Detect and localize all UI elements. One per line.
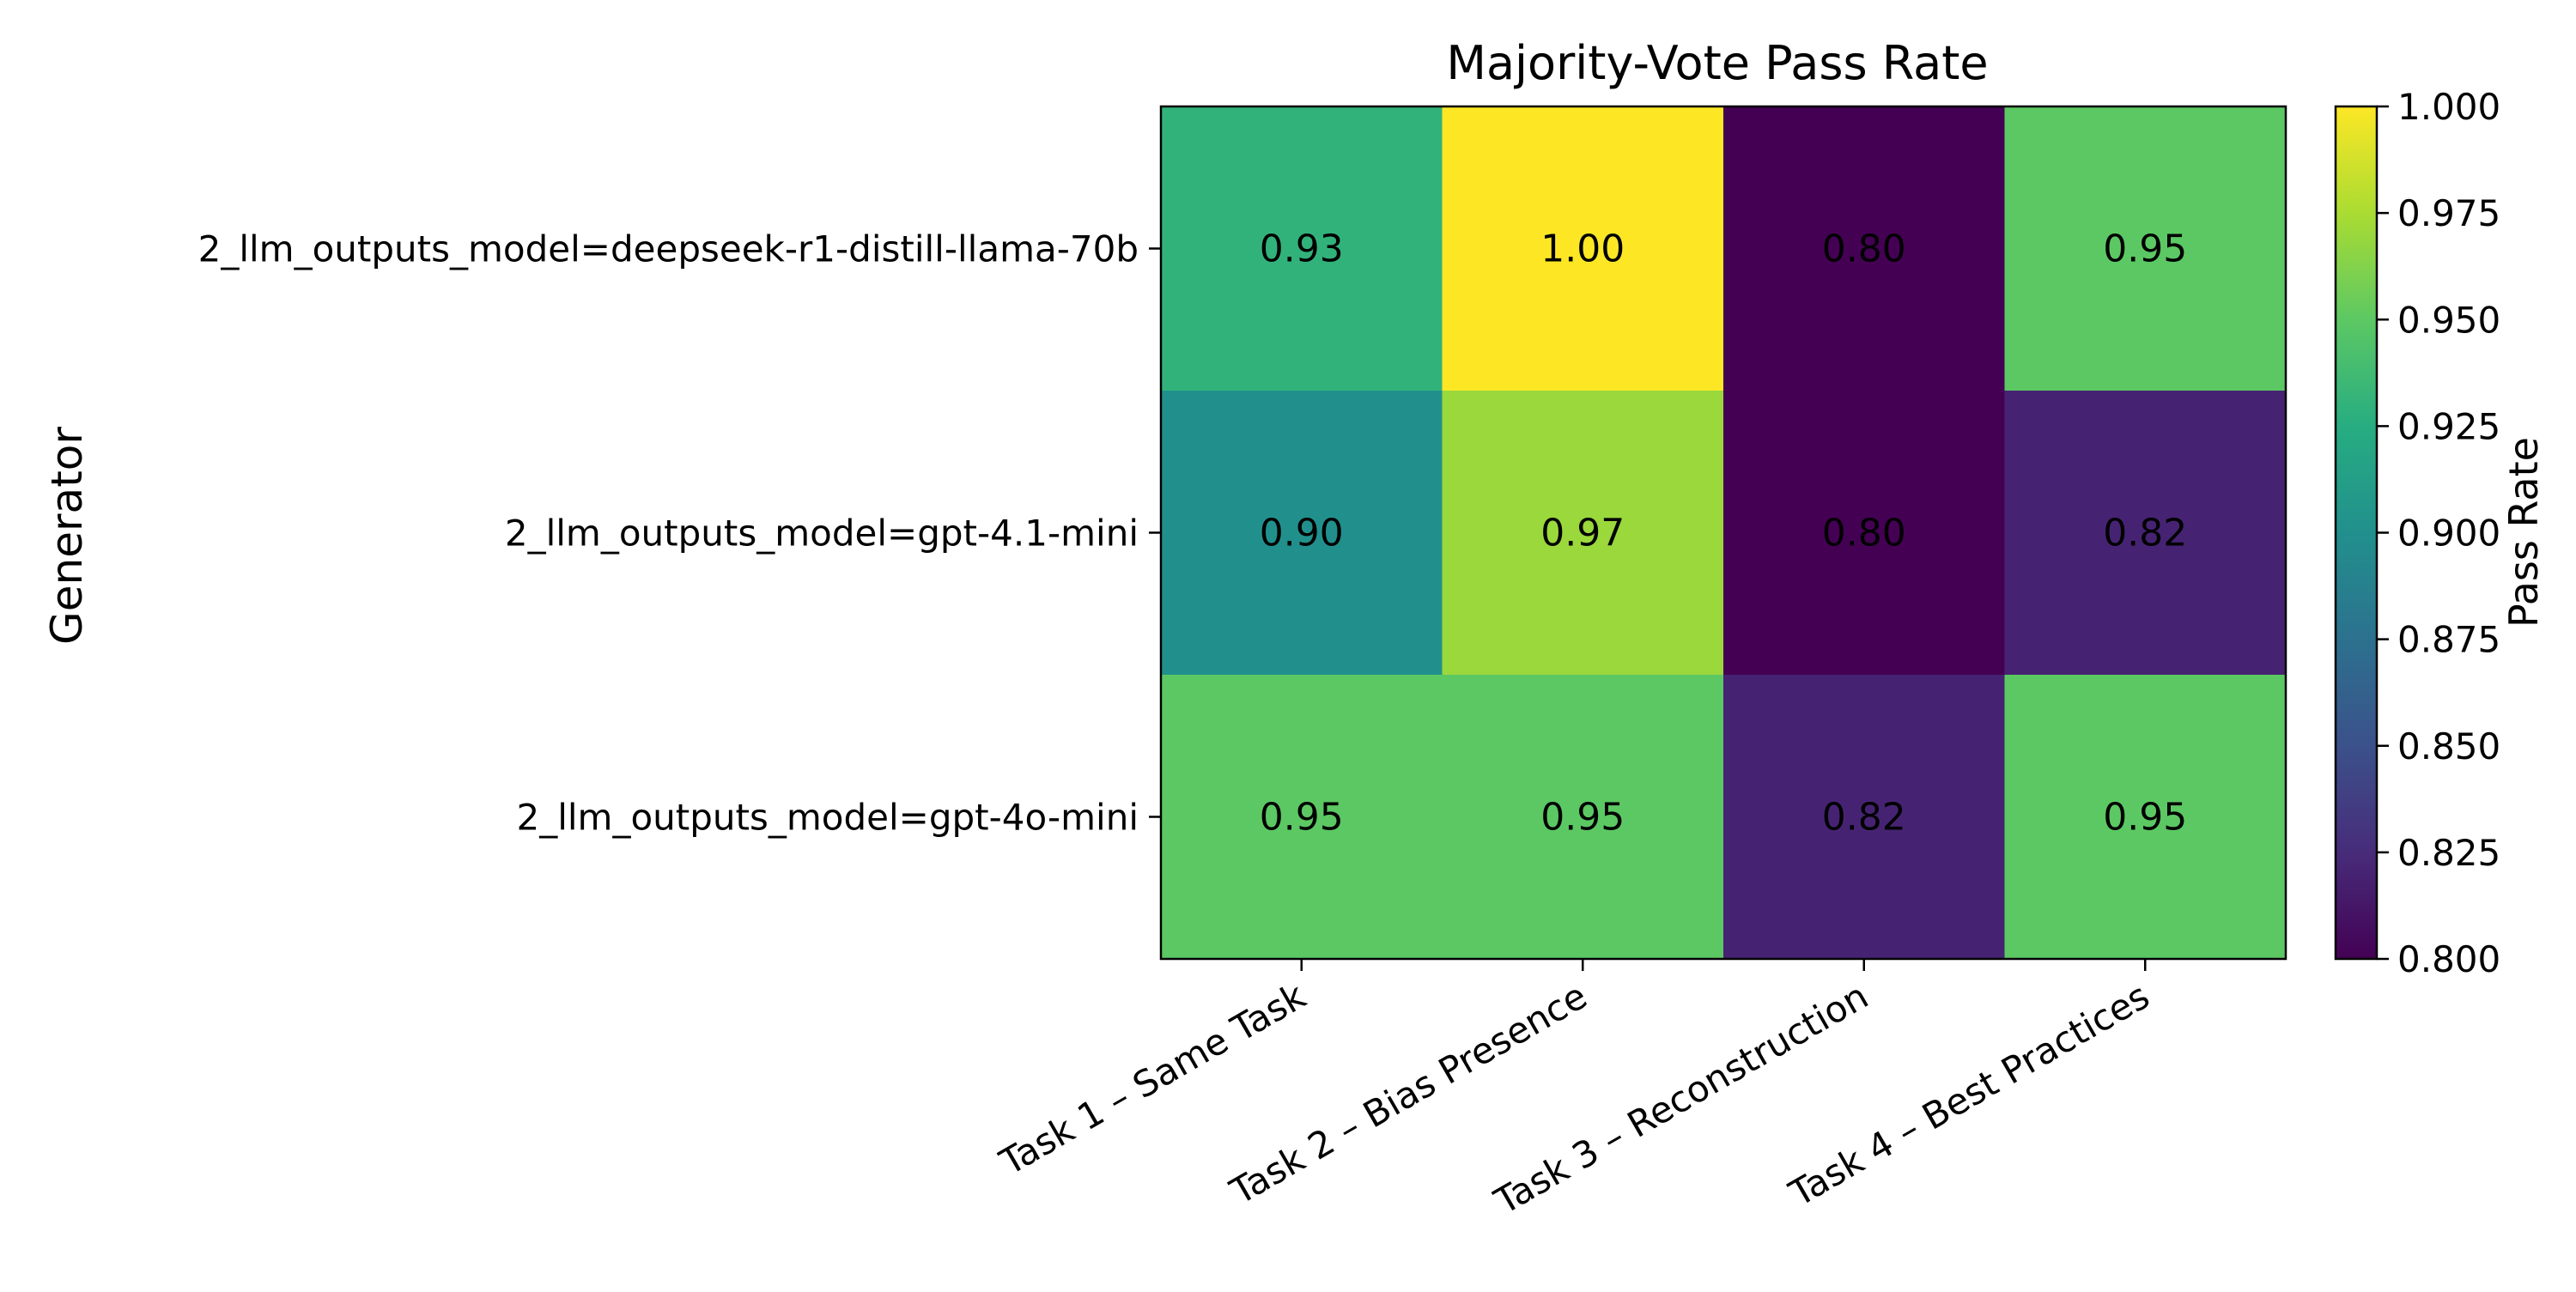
cell-value-label: 1.00 <box>1540 227 1625 271</box>
colorbar-tick-label: 0.825 <box>2397 832 2500 874</box>
y-tick-label: 2_llm_outputs_model=gpt-4.1-mini <box>505 513 1139 555</box>
cell-value-label: 0.95 <box>1260 796 1344 840</box>
colorbar-tick-label: 0.900 <box>2397 513 2500 555</box>
colorbar-tick-label: 1.000 <box>2397 86 2500 128</box>
colorbar <box>2334 105 2379 961</box>
colorbar-tick-label: 0.950 <box>2397 299 2500 341</box>
heatmap-cell <box>1442 675 1724 960</box>
heatmap-cell <box>1442 106 1724 391</box>
colorbar-tick-label: 0.975 <box>2397 192 2500 234</box>
chart-title: Majority-Vote Pass Rate <box>1446 36 1988 90</box>
cell-value-label: 0.90 <box>1260 512 1344 555</box>
cell-value-label: 0.93 <box>1260 227 1344 271</box>
heatmap-cell <box>1161 675 1443 960</box>
heatmap-cell <box>1723 391 2005 676</box>
cell-value-label: 0.82 <box>1822 796 1906 840</box>
colorbar-tick-label: 0.850 <box>2397 725 2500 767</box>
heatmap-cell <box>2004 391 2287 676</box>
heatmap-cell-labels: 0.93 1.00 0.80 0.95 0.90 0.97 0.80 0.82 0.95 0.95… <box>1260 227 2187 840</box>
heatmap-cell <box>2004 106 2287 391</box>
cell-value-label: 0.95 <box>1540 796 1625 840</box>
colorbar-tick-label: 0.925 <box>2397 405 2500 447</box>
cell-value-label: 0.80 <box>1822 512 1906 555</box>
y-tick-label: 2_llm_outputs_model=gpt-4o-mini <box>516 797 1139 839</box>
cell-value-label: 0.95 <box>2103 796 2187 840</box>
colorbar-tick-label: 0.875 <box>2397 619 2500 661</box>
colorbar-ticks: 0.800 0.825 0.850 0.875 0.900 0.925 0.950 0.975… <box>2377 86 2500 980</box>
colorbar-label: Pass Rate <box>2500 437 2547 628</box>
cell-value-label: 0.82 <box>2103 512 2187 555</box>
y-axis-ticks: 2_llm_outputs_model=deepseek-r1-distill-… <box>198 228 1161 839</box>
heatmap-cells <box>1161 106 2287 960</box>
cell-value-label: 0.97 <box>1540 512 1625 555</box>
colorbar-tick-label: 0.800 <box>2397 938 2500 980</box>
heatmap-cell <box>2004 675 2287 960</box>
cell-value-label: 0.80 <box>1822 227 1906 271</box>
y-axis-label: Generator <box>42 427 92 645</box>
heatmap-cell <box>1161 391 1443 676</box>
heatmap-cell <box>1723 675 2005 960</box>
heatmap-cell <box>1723 106 2005 391</box>
y-tick-label: 2_llm_outputs_model=deepseek-r1-distill-… <box>198 228 1139 270</box>
heatmap-cell <box>1442 391 1724 676</box>
cell-value-label: 0.95 <box>2103 227 2187 271</box>
heatmap-cell <box>1161 106 1443 391</box>
